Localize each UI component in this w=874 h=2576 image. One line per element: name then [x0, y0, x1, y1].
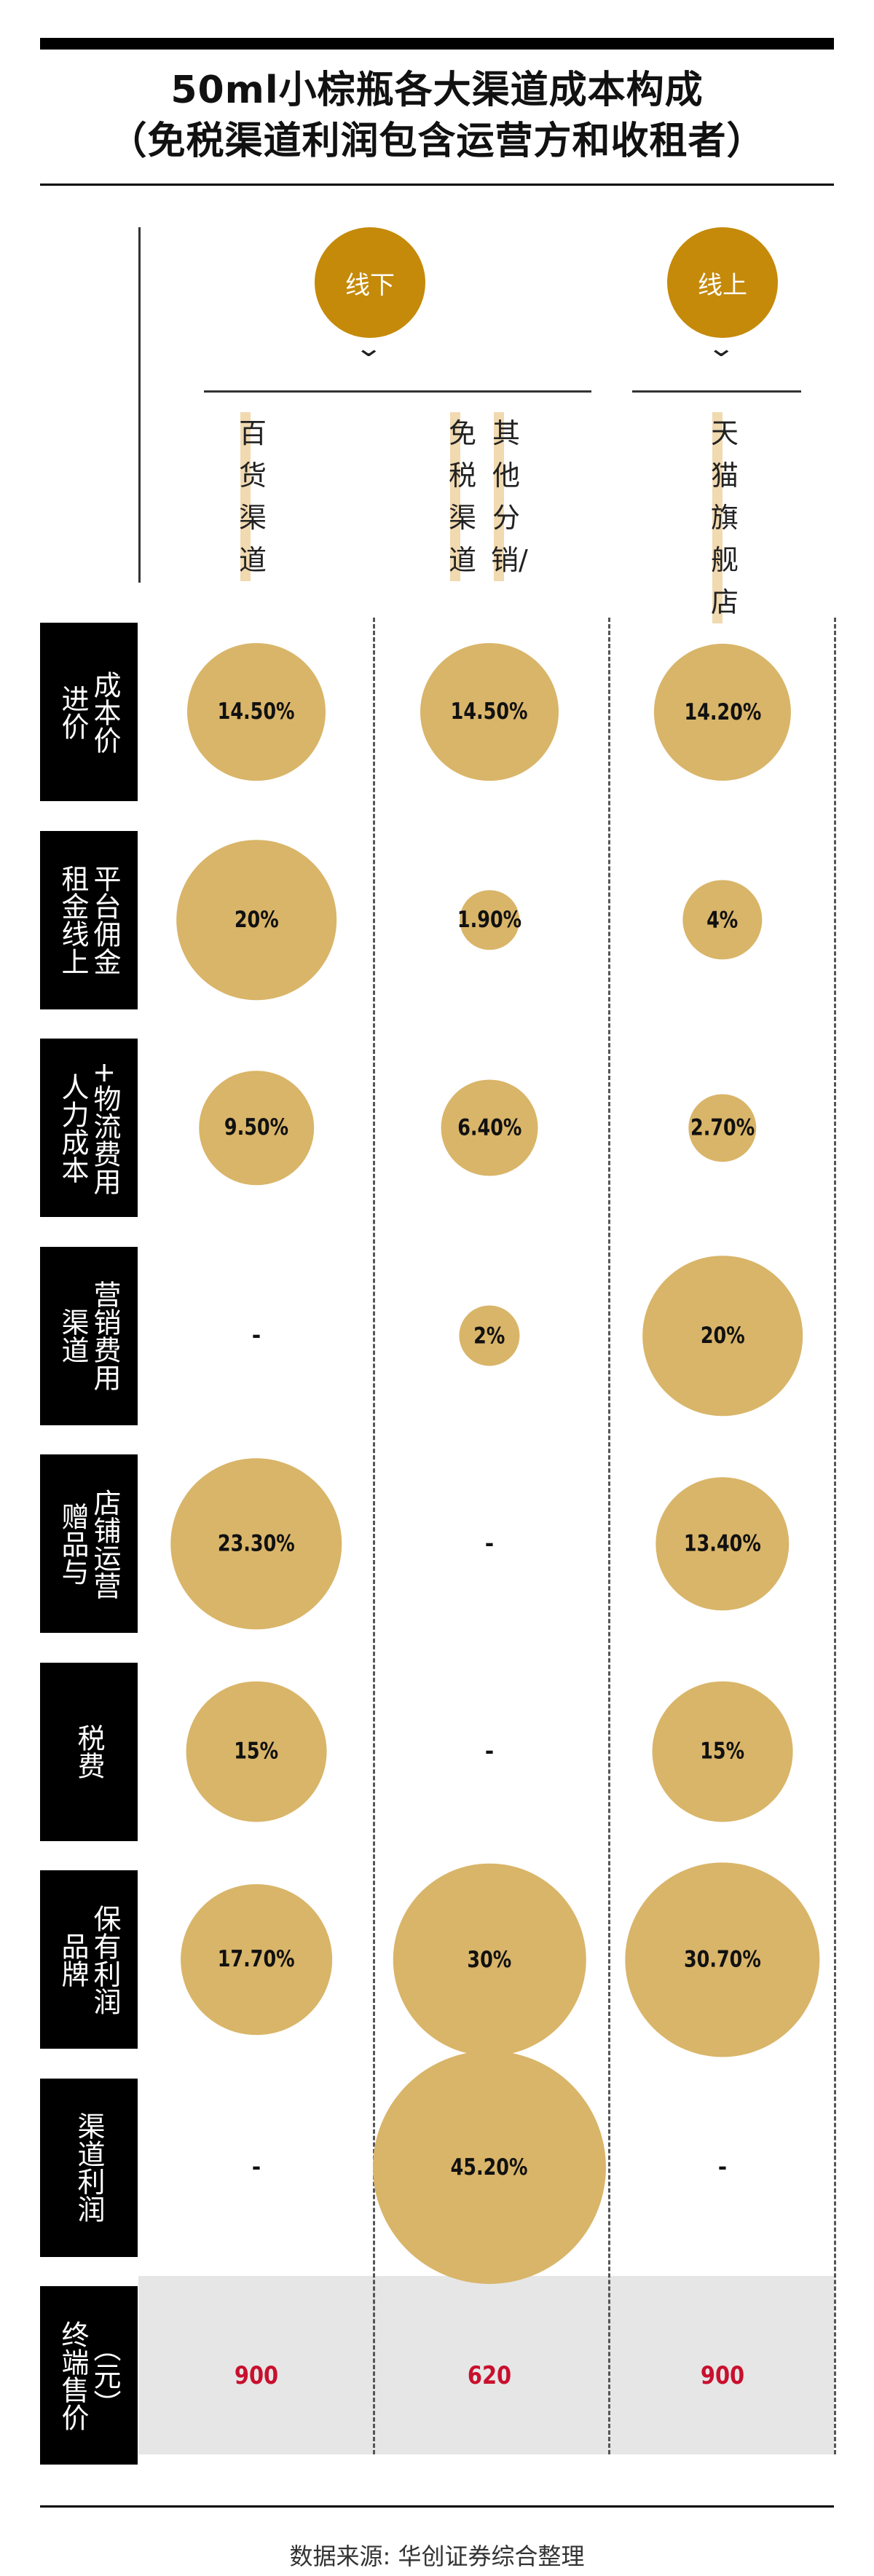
bubble-label: 14.50% — [451, 698, 528, 725]
row-label: 税费 — [40, 1662, 138, 1841]
value-bubble: 23.30% — [170, 1457, 342, 1630]
value-bubble: 45.20% — [372, 2050, 607, 2285]
row-label-text: 终端售价 — [57, 2320, 89, 2431]
channel-department-store: 百货渠道 — [237, 412, 268, 581]
bubble-label: 20% — [234, 907, 279, 933]
value-bubble: 14.50% — [420, 642, 559, 781]
bubble-label: 30% — [467, 1946, 512, 1973]
value-bubble: 15% — [652, 1681, 793, 1822]
bubble-label: 30.70% — [684, 1946, 761, 1973]
bubble-label: 2% — [473, 1323, 505, 1349]
empty-value: - — [251, 1323, 261, 1349]
channel-tmall: 天猫旗舰店 — [709, 412, 740, 623]
bubble-label: 15% — [234, 1738, 279, 1765]
channel-other-distribution: 其他分销/ — [491, 412, 528, 581]
bubble-label: 9.50% — [224, 1114, 289, 1141]
bubble-label: 14.20% — [684, 698, 761, 725]
value-bubble: 14.50% — [187, 642, 326, 781]
row-label-text: 保有利润 — [89, 1904, 121, 2015]
value-bubble: 20% — [176, 840, 336, 1000]
row-label-text: 营销费用 — [89, 1280, 121, 1391]
bubble-label: 45.20% — [451, 2154, 528, 2181]
retail-price: 900 — [697, 2361, 749, 2390]
value-bubble: 30% — [393, 1863, 586, 2056]
row-label-text: 平台佣金 — [89, 864, 121, 975]
row-label: 平台佣金 租金线上 — [40, 830, 138, 1009]
row-label: 保有利润 品牌 — [40, 1870, 138, 2049]
top-bar — [40, 38, 834, 50]
value-bubble: 2.70% — [688, 1093, 757, 1162]
retail-price: 900 — [231, 2361, 283, 2390]
chevron-down-icon: ⌄ — [706, 334, 736, 363]
value-bubble: 17.70% — [181, 1883, 332, 2036]
row-label: 成本价 进价 — [40, 623, 138, 801]
bubble-label: 2.70% — [690, 1114, 755, 1141]
value-bubble: 13.40% — [656, 1476, 790, 1611]
value-bubble: 15% — [186, 1681, 327, 1822]
value-bubble: 9.50% — [199, 1070, 314, 1186]
bubble-label: 6.40% — [457, 1114, 522, 1141]
bubble-label: 14.50% — [218, 698, 295, 725]
row-label: +物流费用 人力成本 — [40, 1039, 138, 1217]
row-label-text: 店铺运营 — [89, 1488, 121, 1599]
empty-value: - — [251, 2154, 261, 2181]
group-online: 线上 — [667, 227, 778, 338]
value-bubble: 6.40% — [441, 1079, 538, 1176]
row-label-text: 人力成本 — [57, 1072, 89, 1183]
row-label-text: 税费 — [73, 1724, 105, 1779]
row-label: 营销费用 渠道 — [40, 1246, 138, 1425]
empty-value: - — [484, 1531, 495, 1556]
row-label-text: 赠品与 — [57, 1502, 89, 1586]
row-label-text: 进价 — [57, 684, 89, 740]
retail-price-value: 620 — [467, 2360, 512, 2390]
retail-price: 620 — [464, 2361, 516, 2390]
footer-rule — [40, 2505, 834, 2508]
bubble-label: 4% — [706, 906, 739, 933]
row-label: 店铺运营 赠品与 — [40, 1454, 138, 1633]
row-label-text: 渠道利润 — [73, 2112, 105, 2223]
value-bubble: 14.20% — [653, 643, 792, 781]
column-divider — [608, 618, 610, 2454]
bubble-label: 17.70% — [218, 1946, 295, 1973]
value-bubble: 20% — [642, 1256, 803, 1416]
row-label-text: 租金线上 — [57, 864, 89, 975]
online-underline — [632, 390, 801, 393]
channel-duty-free: 免税渠道 — [447, 412, 478, 581]
group-offline: 线下 — [315, 227, 425, 338]
price-row-background — [138, 2276, 834, 2454]
title-line-1: 50ml小棕瓶各大渠道成本构成 — [170, 68, 704, 112]
bubble-label: 1.90% — [457, 907, 522, 933]
empty-value: - — [484, 1738, 495, 1765]
header-divider — [138, 227, 141, 583]
bubble-label: 13.40% — [684, 1530, 761, 1557]
source-note: 数据来源: 华创证券综合整理 — [289, 2542, 585, 2570]
row-label-text: 成本价 — [89, 670, 121, 754]
offline-underline — [204, 390, 591, 393]
column-divider — [373, 618, 375, 2454]
chevron-down-icon: ⌄ — [354, 334, 384, 363]
bubble-label: 20% — [700, 1323, 745, 1349]
row-label-text: 渠道 — [57, 1308, 89, 1363]
title-rule — [40, 184, 834, 186]
value-bubble: 30.70% — [625, 1862, 820, 2057]
row-label-text: 品牌 — [57, 1931, 89, 1988]
value-bubble: 1.90% — [457, 890, 522, 950]
retail-price-value: 900 — [700, 2360, 745, 2390]
value-bubble: 2% — [459, 1305, 520, 1366]
retail-price-value: 900 — [234, 2360, 279, 2390]
row-label-text: +物流费用 — [89, 1060, 121, 1195]
title-line-2: （免税渠道利润包含运营方和收租者） — [109, 119, 765, 163]
bubble-label: 23.30% — [218, 1530, 295, 1557]
row-label: （元） 终端售价 — [40, 2286, 138, 2465]
value-bubble: 4% — [682, 880, 763, 960]
row-label: 渠道利润 — [40, 2078, 138, 2257]
row-label-text: （元） — [89, 2333, 121, 2417]
bubble-label: 15% — [700, 1738, 745, 1765]
empty-value: - — [717, 2154, 728, 2181]
column-divider — [834, 618, 836, 2454]
